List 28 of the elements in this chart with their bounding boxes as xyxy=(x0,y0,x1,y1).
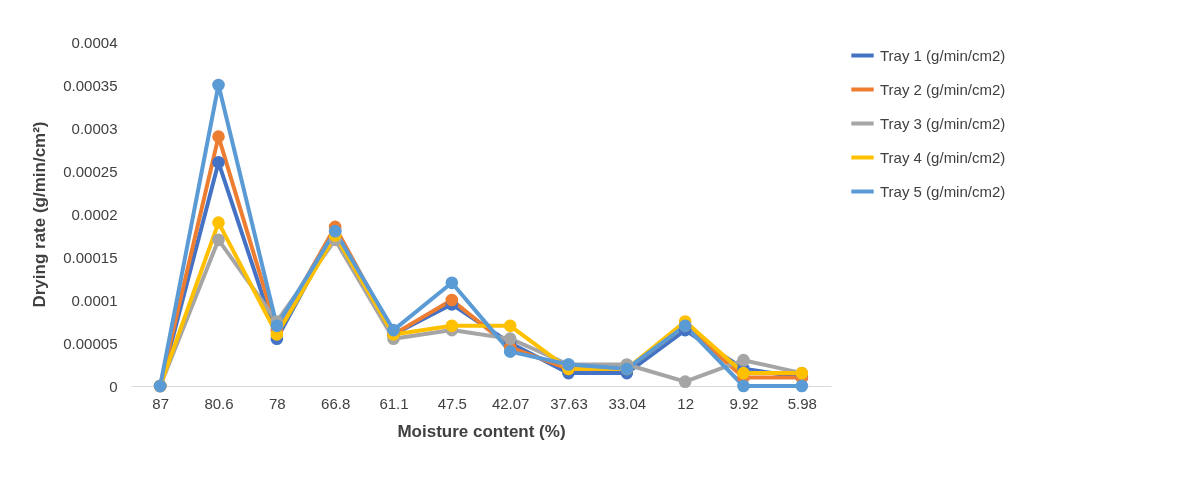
x-tick-label: 42.07 xyxy=(491,394,530,412)
legend-label: Tray 3 (g/min/cm2) xyxy=(880,114,1006,132)
x-tick-label: 87 xyxy=(152,394,170,412)
y-tick-label: 0.0001 xyxy=(71,291,118,309)
x-axis-title: Moisture content (%) xyxy=(397,421,566,441)
x-tick-label: 33.04 xyxy=(608,394,647,412)
y-tick-label: 0.00025 xyxy=(63,162,118,180)
y-tick-label: 0.0002 xyxy=(71,205,118,223)
x-tick-label: 66.8 xyxy=(321,394,351,412)
legend-label: Tray 5 (g/min/cm2) xyxy=(880,182,1006,200)
legend-label: Tray 1 (g/min/cm2) xyxy=(880,46,1006,64)
y-axis-title: Drying rate (g/min/cm²) xyxy=(30,121,50,308)
y-tick-label: 0.00015 xyxy=(63,248,118,266)
y-tick-label: 0.0004 xyxy=(71,33,118,51)
y-tick-label: 0.00035 xyxy=(63,76,118,94)
y-tick-label: 0 xyxy=(109,377,118,395)
x-tick-label: 5.98 xyxy=(787,394,817,412)
legend-label: Tray 2 (g/min/cm2) xyxy=(880,80,1006,98)
y-tick-label: 0.0003 xyxy=(71,119,118,137)
x-tick-label: 78 xyxy=(268,394,286,412)
legend-label: Tray 4 (g/min/cm2) xyxy=(880,148,1006,166)
x-tick-label: 61.1 xyxy=(379,394,409,412)
x-tick-label: 37.63 xyxy=(550,394,588,412)
x-tick-label: 12 xyxy=(677,394,695,412)
y-tick-label: 0.00005 xyxy=(63,334,118,352)
x-tick-label: 9.92 xyxy=(729,394,759,412)
x-tick-label: 47.5 xyxy=(437,394,467,412)
x-tick-label: 80.6 xyxy=(204,394,234,412)
